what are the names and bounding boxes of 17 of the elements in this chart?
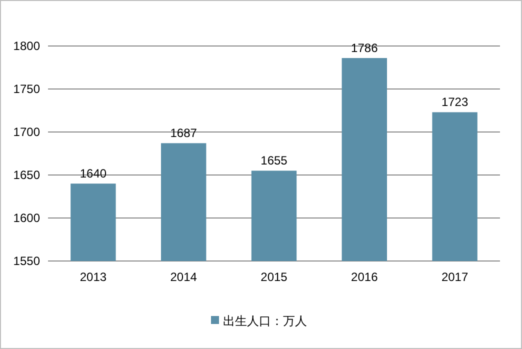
y-tick-label: 1800 (13, 39, 40, 53)
y-tick-label: 1750 (13, 82, 40, 96)
x-tick-label: 2017 (441, 270, 468, 284)
data-label: 1655 (260, 154, 288, 168)
data-label: 1640 (80, 166, 107, 181)
x-tick-label: 2016 (351, 270, 378, 284)
y-tick-label: 1700 (13, 125, 40, 139)
x-tick-label: 2015 (260, 270, 288, 284)
data-label: 1687 (170, 126, 198, 140)
y-tick-label: 1600 (13, 211, 40, 225)
y-tick-label: 1550 (13, 254, 40, 268)
data-label: 1786 (351, 41, 378, 56)
x-tick-label: 2014 (170, 270, 198, 284)
data-label: 1723 (441, 95, 468, 110)
legend: 出生人口：万人 (211, 314, 307, 328)
y-tick-label: 1650 (13, 168, 40, 182)
x-tick-label: 2013 (80, 270, 107, 284)
